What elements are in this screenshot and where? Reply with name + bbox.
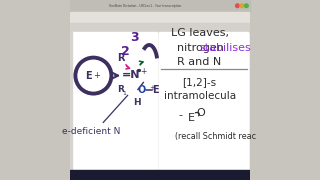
Text: R: R [117,53,124,63]
Text: +: + [149,85,155,91]
Text: e-deficient N: e-deficient N [62,127,121,136]
Bar [159,32,248,169]
Text: [1,2]-s: [1,2]-s [182,77,217,87]
Text: LG leaves,: LG leaves, [171,28,228,38]
Text: intramolecula: intramolecula [164,91,236,101]
Text: 2: 2 [121,45,129,58]
Circle shape [244,4,248,8]
Circle shape [236,4,239,8]
Text: stabilises: stabilises [199,43,251,53]
Text: (recall Schmidt reac: (recall Schmidt reac [175,132,256,141]
Bar [70,12,250,22]
Text: +: + [140,68,146,76]
Bar [72,32,157,169]
Bar [70,31,250,170]
Bar [70,22,250,32]
Text: 1: 1 [122,91,126,96]
Text: R and N: R and N [178,57,222,67]
Text: E: E [188,113,195,123]
Text: -: - [179,110,183,120]
Text: +: + [93,71,100,80]
FancyArrowPatch shape [139,61,143,65]
Text: H: H [133,98,140,107]
Text: 3: 3 [131,31,139,44]
Text: =N: =N [122,70,140,80]
Text: OneNote Dictation - LRCLec1 - Your transcription: OneNote Dictation - LRCLec1 - Your trans… [109,4,182,8]
Text: O: O [197,107,205,118]
Circle shape [240,4,244,8]
Text: E: E [152,85,159,95]
Text: E: E [85,71,92,81]
Bar [70,31,72,170]
Text: O: O [138,85,146,95]
Bar [70,0,250,12]
Bar [70,170,250,180]
Text: nitrogen: nitrogen [177,43,228,53]
Text: R: R [117,86,124,94]
FancyArrowPatch shape [126,65,130,69]
